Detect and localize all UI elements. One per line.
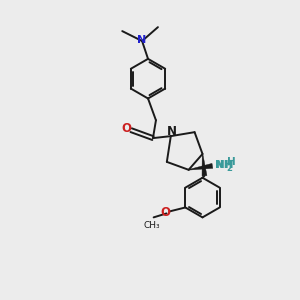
Polygon shape <box>189 164 213 170</box>
Text: CH₃: CH₃ <box>143 221 160 230</box>
Text: O: O <box>160 206 170 219</box>
Text: O: O <box>121 122 131 135</box>
Text: NH: NH <box>215 160 233 170</box>
Text: N: N <box>137 35 147 45</box>
Polygon shape <box>202 154 207 176</box>
Text: NH: NH <box>216 160 234 170</box>
Text: 2: 2 <box>226 164 232 173</box>
Text: N: N <box>167 125 177 138</box>
Text: H: H <box>227 157 236 167</box>
